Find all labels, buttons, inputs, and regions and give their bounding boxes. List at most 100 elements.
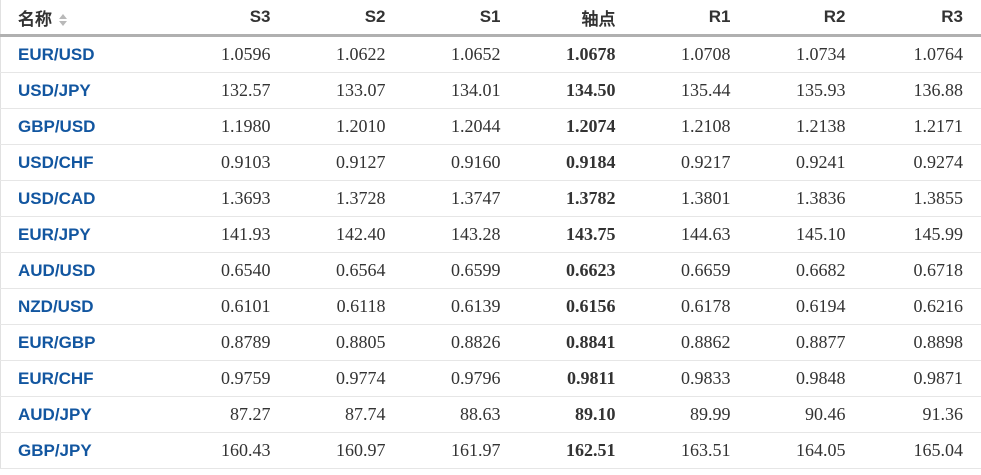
table-row: EUR/USD 1.0596 1.0622 1.0652 1.0678 1.07… — [0, 35, 981, 73]
table-row: AUD/JPY 87.27 87.74 88.63 89.10 89.99 90… — [0, 396, 981, 433]
cell-s3: 0.6101 — [173, 288, 289, 325]
cell-r2: 0.8877 — [748, 324, 864, 361]
cell-r2: 0.9241 — [748, 144, 864, 181]
cell-s3: 87.27 — [173, 396, 289, 433]
cell-s3: 0.9103 — [173, 144, 289, 181]
cell-r2: 0.6194 — [748, 288, 864, 325]
pair-link[interactable]: NZD/USD — [18, 297, 94, 316]
cell-r2: 0.6682 — [748, 252, 864, 289]
cell-s3: 0.9759 — [173, 360, 289, 397]
cell-s1: 88.63 — [403, 396, 519, 433]
cell-s2: 87.74 — [288, 396, 404, 433]
cell-s2: 0.6564 — [288, 252, 404, 289]
cell-pair-name: USD/CHF — [0, 144, 174, 181]
column-header-name[interactable]: 名称 — [0, 0, 174, 37]
column-header-r2: R2 — [748, 0, 864, 37]
table-row: GBP/USD 1.1980 1.2010 1.2044 1.2074 1.21… — [0, 108, 981, 145]
cell-r1: 0.9217 — [633, 144, 749, 181]
cell-pivot: 1.0678 — [518, 35, 634, 73]
cell-r3: 165.04 — [863, 432, 981, 469]
cell-s2: 0.9774 — [288, 360, 404, 397]
cell-pair-name: USD/CAD — [0, 180, 174, 217]
cell-s1: 0.9160 — [403, 144, 519, 181]
cell-r1: 0.6178 — [633, 288, 749, 325]
cell-s3: 132.57 — [173, 72, 289, 109]
cell-r3: 136.88 — [863, 72, 981, 109]
cell-r3: 0.6216 — [863, 288, 981, 325]
cell-r1: 1.2108 — [633, 108, 749, 145]
cell-s2: 133.07 — [288, 72, 404, 109]
cell-s1: 134.01 — [403, 72, 519, 109]
pair-link[interactable]: AUD/USD — [18, 261, 96, 280]
cell-r3: 0.6718 — [863, 252, 981, 289]
cell-r2: 164.05 — [748, 432, 864, 469]
cell-pivot: 134.50 — [518, 72, 634, 109]
cell-r2: 135.93 — [748, 72, 864, 109]
cell-s2: 0.8805 — [288, 324, 404, 361]
cell-r3: 1.3855 — [863, 180, 981, 217]
cell-pair-name: EUR/JPY — [0, 216, 174, 253]
cell-pair-name: AUD/USD — [0, 252, 174, 289]
pair-link[interactable]: EUR/JPY — [18, 225, 91, 244]
column-header-s1: S1 — [403, 0, 519, 37]
cell-s1: 0.6599 — [403, 252, 519, 289]
cell-pair-name: EUR/GBP — [0, 324, 174, 361]
cell-r3: 0.8898 — [863, 324, 981, 361]
cell-pair-name: EUR/CHF — [0, 360, 174, 397]
table-body: EUR/USD 1.0596 1.0622 1.0652 1.0678 1.07… — [0, 35, 981, 469]
column-header-s3: S3 — [173, 0, 289, 37]
cell-pivot: 1.2074 — [518, 108, 634, 145]
cell-s1: 1.0652 — [403, 35, 519, 73]
pair-link[interactable]: EUR/GBP — [18, 333, 96, 352]
cell-pivot: 162.51 — [518, 432, 634, 469]
table-row: EUR/CHF 0.9759 0.9774 0.9796 0.9811 0.98… — [0, 360, 981, 397]
cell-s1: 0.9796 — [403, 360, 519, 397]
pair-link[interactable]: EUR/CHF — [18, 369, 94, 388]
pair-link[interactable]: USD/CAD — [18, 189, 96, 208]
cell-s1: 1.3747 — [403, 180, 519, 217]
cell-pair-name: USD/JPY — [0, 72, 174, 109]
cell-pair-name: GBP/JPY — [0, 432, 174, 469]
cell-r3: 0.9871 — [863, 360, 981, 397]
cell-s2: 0.6118 — [288, 288, 404, 325]
pair-link[interactable]: AUD/JPY — [18, 405, 92, 424]
cell-s2: 1.2010 — [288, 108, 404, 145]
pair-link[interactable]: GBP/JPY — [18, 441, 92, 460]
table-row: NZD/USD 0.6101 0.6118 0.6139 0.6156 0.61… — [0, 288, 981, 325]
header-row: 名称 S3 S2 S1 轴点 R1 R2 R3 — [0, 0, 981, 37]
pair-link[interactable]: GBP/USD — [18, 117, 96, 136]
cell-pivot: 89.10 — [518, 396, 634, 433]
cell-pivot: 0.9811 — [518, 360, 634, 397]
cell-s3: 1.1980 — [173, 108, 289, 145]
table-header: 名称 S3 S2 S1 轴点 R1 R2 R3 — [0, 0, 981, 37]
cell-r2: 1.0734 — [748, 35, 864, 73]
cell-r2: 0.9848 — [748, 360, 864, 397]
sort-icon[interactable] — [59, 14, 67, 27]
cell-s2: 1.0622 — [288, 35, 404, 73]
pair-link[interactable]: EUR/USD — [18, 45, 95, 64]
column-header-pivot: 轴点 — [518, 0, 634, 37]
cell-r2: 1.2138 — [748, 108, 864, 145]
cell-pivot: 143.75 — [518, 216, 634, 253]
table-row: GBP/JPY 160.43 160.97 161.97 162.51 163.… — [0, 432, 981, 469]
table-row: USD/CHF 0.9103 0.9127 0.9160 0.9184 0.92… — [0, 144, 981, 181]
cell-s2: 142.40 — [288, 216, 404, 253]
cell-r1: 89.99 — [633, 396, 749, 433]
cell-s2: 1.3728 — [288, 180, 404, 217]
column-header-r3: R3 — [863, 0, 981, 37]
column-header-r1: R1 — [633, 0, 749, 37]
pair-link[interactable]: USD/CHF — [18, 153, 94, 172]
cell-r1: 0.9833 — [633, 360, 749, 397]
cell-s3: 1.0596 — [173, 35, 289, 73]
cell-r3: 1.0764 — [863, 35, 981, 73]
pair-link[interactable]: USD/JPY — [18, 81, 91, 100]
cell-pivot: 0.9184 — [518, 144, 634, 181]
cell-r1: 163.51 — [633, 432, 749, 469]
column-header-name-label: 名称 — [18, 9, 52, 29]
cell-s3: 141.93 — [173, 216, 289, 253]
cell-s1: 1.2044 — [403, 108, 519, 145]
cell-r1: 135.44 — [633, 72, 749, 109]
table-row: EUR/GBP 0.8789 0.8805 0.8826 0.8841 0.88… — [0, 324, 981, 361]
cell-s3: 1.3693 — [173, 180, 289, 217]
